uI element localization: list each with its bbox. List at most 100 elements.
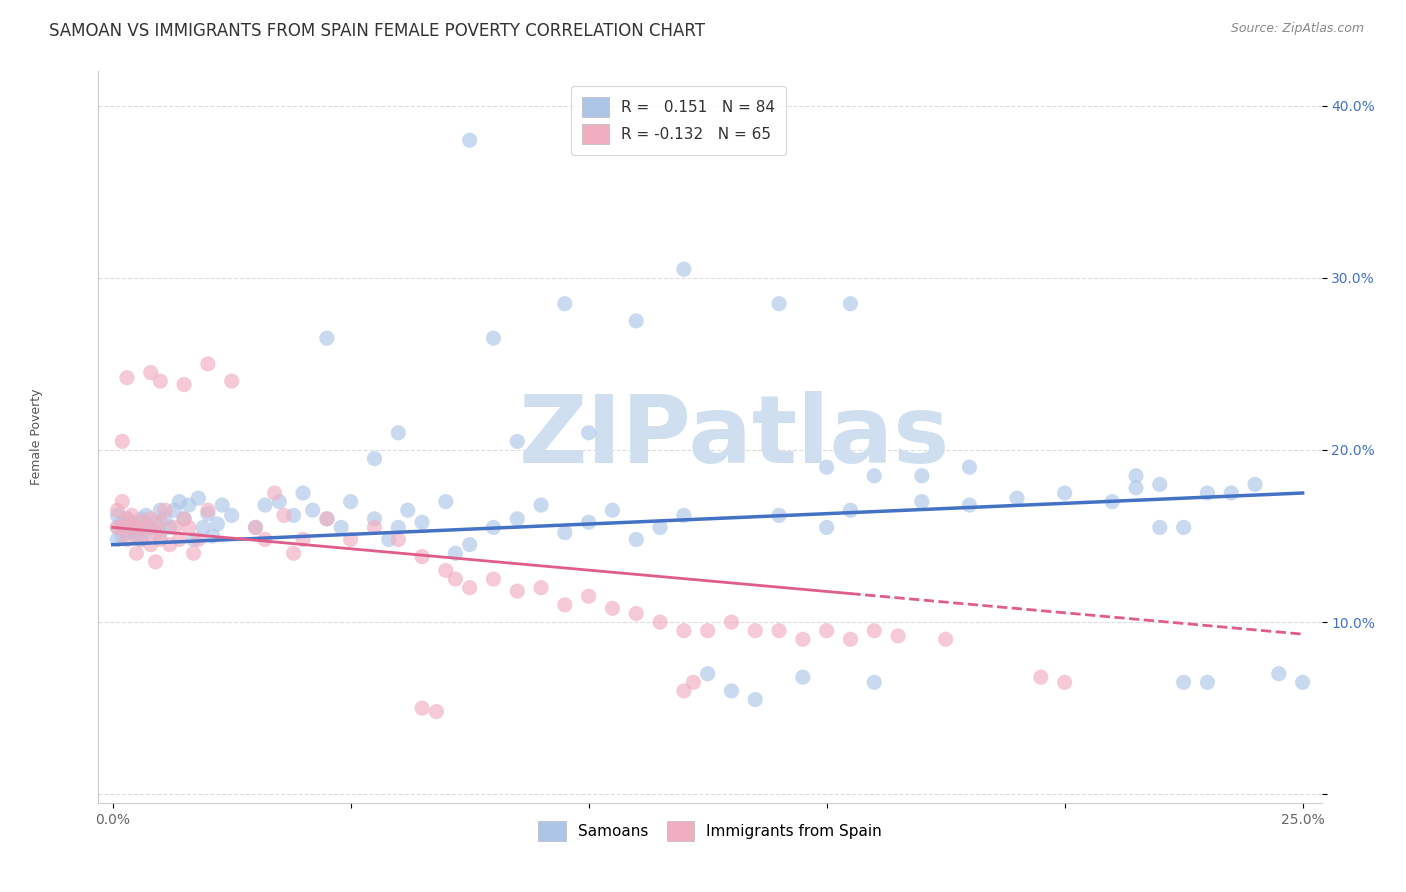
Point <box>506 584 529 599</box>
Point <box>1005 491 1028 505</box>
Point <box>121 520 143 534</box>
Point <box>149 374 172 388</box>
Point <box>125 520 148 534</box>
Point <box>211 498 233 512</box>
Point <box>554 525 576 540</box>
Point <box>1149 477 1171 491</box>
Point <box>672 624 695 638</box>
Point <box>145 555 167 569</box>
Point <box>957 460 980 475</box>
Point <box>578 516 600 530</box>
Point <box>425 705 447 719</box>
Point <box>283 546 305 560</box>
Point <box>887 629 910 643</box>
Text: ZIPatlas: ZIPatlas <box>519 391 950 483</box>
Point <box>129 516 152 530</box>
Point <box>207 516 229 531</box>
Point <box>626 607 648 621</box>
Point <box>1101 494 1123 508</box>
Point <box>173 377 195 392</box>
Point <box>1220 486 1243 500</box>
Point <box>183 533 205 547</box>
Point <box>183 546 205 560</box>
Point <box>387 533 409 547</box>
Point <box>121 508 143 523</box>
Point <box>149 533 172 547</box>
Point <box>129 533 152 547</box>
Point <box>482 520 505 534</box>
Point <box>1149 520 1171 534</box>
Point <box>506 512 529 526</box>
Point <box>292 533 315 547</box>
Point <box>578 589 600 603</box>
Point <box>125 546 148 560</box>
Point <box>1053 486 1076 500</box>
Point <box>458 538 481 552</box>
Point <box>135 520 157 534</box>
Point <box>135 508 157 523</box>
Point <box>153 503 176 517</box>
Point <box>444 572 467 586</box>
Point <box>1125 468 1147 483</box>
Point <box>115 370 138 384</box>
Point <box>159 520 181 534</box>
Point <box>396 503 419 517</box>
Point <box>1173 675 1195 690</box>
Point <box>648 615 671 629</box>
Point <box>554 296 576 310</box>
Point <box>339 533 361 547</box>
Point <box>411 549 433 564</box>
Point <box>201 529 224 543</box>
Point <box>173 512 195 526</box>
Point <box>253 533 276 547</box>
Point <box>530 498 553 512</box>
Text: SAMOAN VS IMMIGRANTS FROM SPAIN FEMALE POVERTY CORRELATION CHART: SAMOAN VS IMMIGRANTS FROM SPAIN FEMALE P… <box>49 22 706 40</box>
Point <box>482 331 505 345</box>
Point <box>957 498 980 512</box>
Point <box>129 512 152 526</box>
Point <box>197 357 219 371</box>
Point <box>197 507 219 521</box>
Point <box>839 632 862 647</box>
Point <box>111 529 134 543</box>
Point <box>115 512 138 526</box>
Point <box>363 451 385 466</box>
Point <box>792 670 814 684</box>
Point <box>315 331 337 345</box>
Point <box>107 533 129 547</box>
Point <box>339 494 361 508</box>
Point <box>115 512 138 526</box>
Point <box>1197 486 1219 500</box>
Point <box>149 525 172 540</box>
Point <box>159 538 181 552</box>
Point <box>115 525 138 540</box>
Point <box>387 425 409 440</box>
Point <box>1268 666 1291 681</box>
Point <box>269 494 291 508</box>
Point <box>330 520 353 534</box>
Point <box>1291 675 1313 690</box>
Point <box>107 508 129 523</box>
Point <box>482 572 505 586</box>
Point <box>111 494 134 508</box>
Legend: Samoans, Immigrants from Spain: Samoans, Immigrants from Spain <box>529 812 891 850</box>
Point <box>815 460 838 475</box>
Point <box>111 520 134 534</box>
Point <box>125 520 148 534</box>
Point <box>221 508 243 523</box>
Point <box>121 524 143 538</box>
Point <box>648 520 671 534</box>
Point <box>107 520 129 534</box>
Point <box>169 533 191 547</box>
Point <box>221 374 243 388</box>
Point <box>744 624 766 638</box>
Point <box>696 624 718 638</box>
Point <box>815 520 838 534</box>
Point <box>145 525 167 540</box>
Point <box>363 512 385 526</box>
Point <box>672 684 695 698</box>
Point <box>111 516 134 530</box>
Point <box>768 624 790 638</box>
Point <box>434 564 457 578</box>
Point <box>911 468 934 483</box>
